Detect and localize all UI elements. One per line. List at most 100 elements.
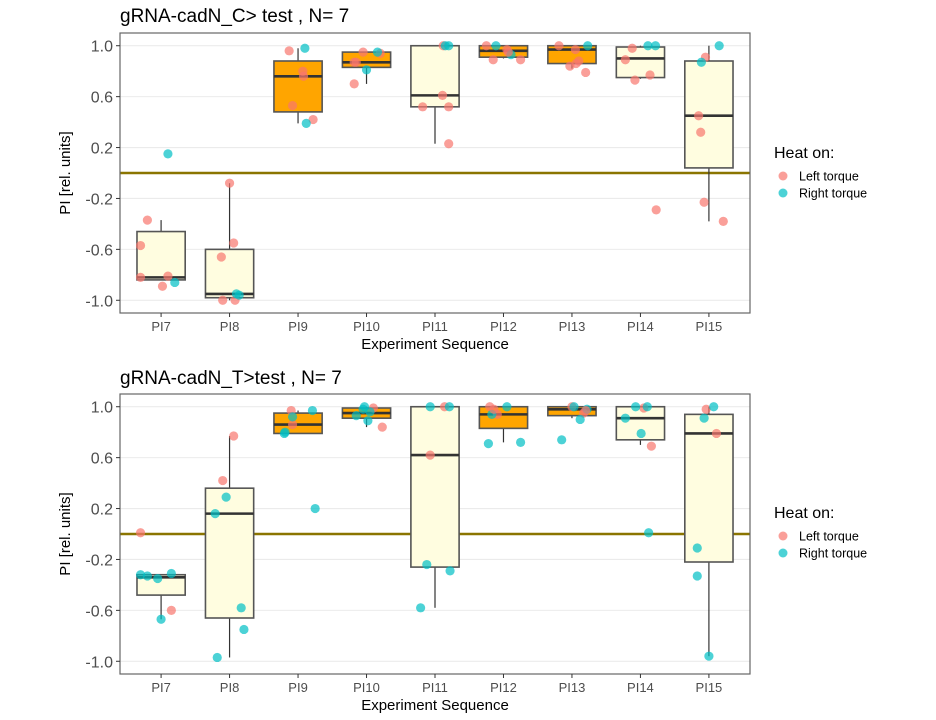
point-right-torque (365, 407, 375, 417)
y-tick-label: 0.6 (91, 451, 113, 468)
x-tick-label: PI8 (220, 680, 240, 695)
x-tick-label: PI9 (288, 319, 308, 334)
point-left-torque (444, 102, 454, 112)
point-right-torque (163, 149, 173, 159)
point-right-torque (300, 43, 310, 53)
x-tick-label: PI14 (627, 319, 654, 334)
point-right-torque (699, 413, 709, 423)
chart-top: gRNA-cadN_C> test , N= 7 1.0 0.6 0.2 -0.2 -0.… (57, 6, 867, 353)
point-left-torque (425, 450, 435, 460)
point-left-torque (216, 252, 226, 262)
x-tick-label: PI12 (490, 680, 517, 695)
legend-key-left-torque (778, 531, 788, 541)
x-tick-label: PI15 (696, 319, 723, 334)
point-left-torque (418, 102, 428, 112)
box-pi7 (136, 220, 186, 281)
point-right-torque (557, 435, 567, 445)
point-left-torque (620, 55, 630, 65)
y-tick-label: 0.6 (91, 90, 113, 107)
point-left-torque (349, 79, 359, 89)
point-left-torque (699, 197, 709, 207)
point-right-torque (307, 405, 318, 416)
point-left-torque (711, 428, 722, 439)
point-right-torque (444, 41, 454, 51)
point-right-torque (642, 402, 652, 412)
point-right-torque (422, 559, 432, 570)
x-tick-label: PI11 (422, 319, 448, 334)
point-right-torque (620, 413, 630, 423)
box-pi8 (204, 436, 255, 658)
x-tick-label: PI12 (490, 319, 517, 334)
point-right-torque (631, 402, 641, 412)
point-right-torque (444, 402, 454, 412)
x-tick-label: PI14 (627, 680, 654, 695)
point-left-torque (142, 215, 152, 225)
x-tick-label: PI13 (559, 319, 586, 334)
legend-key-right-torque (778, 548, 788, 558)
point-left-torque (503, 47, 513, 57)
point-left-torque (581, 405, 591, 416)
legend-label: Left torque (799, 170, 859, 184)
point-left-torque (489, 404, 499, 414)
point-left-torque (287, 419, 298, 430)
box-iqr (204, 487, 255, 619)
point-right-torque (491, 41, 501, 51)
x-tick-label: PI10 (353, 319, 380, 334)
box-iqr (273, 60, 323, 113)
y-axis-label: PI [rel. units] (57, 131, 74, 214)
point-right-torque (515, 437, 526, 447)
y-tick-label: 0.2 (91, 141, 113, 158)
point-left-torque (377, 422, 387, 432)
point-left-torque (351, 57, 361, 67)
x-tick-label: PI13 (559, 680, 586, 695)
point-left-torque (581, 67, 591, 78)
point-right-torque (170, 277, 180, 288)
point-right-torque (234, 290, 244, 300)
point-right-torque (372, 47, 383, 57)
legend-title: Heat on: (774, 505, 834, 522)
x-tick-label: PI8 (220, 319, 240, 334)
point-right-torque (704, 651, 714, 661)
box-iqr (136, 230, 186, 281)
point-left-torque (515, 55, 526, 65)
point-right-torque (692, 571, 702, 581)
point-left-torque (135, 272, 146, 282)
point-right-torque (502, 402, 512, 412)
point-left-torque (646, 441, 656, 451)
point-left-torque (444, 139, 454, 149)
box-pi11 (410, 44, 460, 144)
x-axis-label: Experiment Sequence (361, 697, 509, 714)
point-right-torque (569, 402, 579, 412)
point-left-torque (488, 55, 498, 65)
point-right-torque (583, 41, 593, 51)
point-left-torque (481, 41, 491, 51)
point-right-torque (425, 402, 435, 412)
point-right-torque (287, 412, 298, 422)
point-left-torque (574, 56, 584, 66)
point-left-torque (157, 281, 168, 291)
y-tick-label: -0.2 (85, 552, 113, 569)
y-tick-label: 1.0 (91, 400, 113, 417)
legend-label: Right torque (799, 547, 867, 561)
point-right-torque (644, 528, 654, 538)
point-left-torque (284, 46, 294, 56)
point-left-torque (565, 61, 575, 71)
point-right-torque (210, 509, 220, 519)
point-right-torque (280, 427, 290, 437)
point-right-torque (156, 614, 166, 624)
legend: Heat on: Left torque Right torque (774, 505, 867, 561)
point-left-torque (651, 205, 661, 215)
point-right-torque (575, 414, 585, 425)
point-left-torque (166, 605, 176, 615)
point-left-torque (701, 404, 711, 414)
point-right-torque (310, 503, 320, 514)
x-tick-label: PI7 (151, 319, 171, 334)
box-pi15 (684, 45, 734, 222)
x-tick-label: PI7 (151, 680, 171, 695)
x-tick-label: PI9 (288, 680, 308, 695)
box-pi11 (410, 405, 460, 608)
box-pi9 (273, 48, 323, 124)
point-left-torque (570, 44, 580, 55)
point-right-torque (236, 603, 246, 613)
